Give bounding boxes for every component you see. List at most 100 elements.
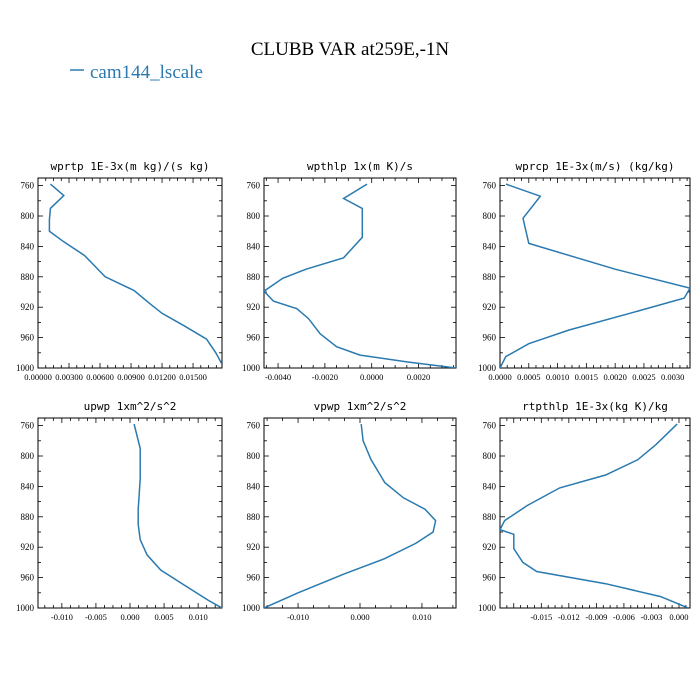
x-tick-label: 0.0015: [575, 372, 598, 382]
legend-label: cam144_lscale: [90, 62, 203, 83]
series-line: [133, 423, 222, 608]
y-tick-label: 880: [21, 272, 35, 282]
x-tick-label: 0.0000: [360, 372, 383, 382]
x-tick-label: 0.0020: [407, 372, 430, 382]
y-tick-label: 1000: [16, 603, 35, 613]
y-tick-label: 800: [483, 451, 497, 461]
x-tick-label: -0.005: [85, 612, 107, 622]
y-tick-label: 840: [21, 481, 35, 491]
y-tick-label: 760: [247, 421, 261, 431]
y-tick-label: 880: [483, 272, 497, 282]
plot-frame: [263, 417, 457, 609]
y-tick-label: 1000: [478, 363, 497, 373]
x-tick-label: 0.010: [412, 612, 431, 622]
y-tick-label: 920: [21, 302, 35, 312]
panel-title: rtpthlp 1E-3x(kg K)/kg: [522, 400, 668, 413]
y-tick-label: 760: [21, 421, 35, 431]
x-tick-label: 0.0010: [546, 372, 569, 382]
y-tick-label: 760: [247, 181, 261, 191]
x-tick-label: 0.00900: [117, 372, 145, 382]
y-tick-label: 1000: [242, 603, 261, 613]
x-tick-label: 0.00300: [55, 372, 83, 382]
series-line: [264, 183, 456, 368]
x-tick-label: 0.01500: [179, 372, 207, 382]
x-tick-label: 0.0000: [488, 372, 511, 382]
y-tick-label: 920: [21, 542, 35, 552]
panel-title: wprtp 1E-3x(m kg)/(s kg): [51, 160, 210, 173]
y-tick-label: 800: [247, 211, 261, 221]
y-tick-label: 1000: [478, 603, 497, 613]
panel-2: wpthlp 1x(m K)/s 760 800 840 880 920 960 1000 -0…: [242, 160, 457, 382]
y-tick-label: 960: [21, 333, 35, 343]
y-tick-label: 920: [247, 302, 261, 312]
legend: cam144_lscale: [70, 62, 203, 83]
y-tick-label: 960: [483, 333, 497, 343]
x-tick-label: 0.00000: [24, 372, 52, 382]
x-tick-label: 0.0030: [661, 372, 684, 382]
y-tick-label: 960: [21, 573, 35, 583]
y-tick-label: 800: [483, 211, 497, 221]
panel-3: wprcp 1E-3x(m/s) (kg/kg) 760 800 840 880 920 9…: [478, 160, 691, 382]
x-tick-label: -0.0040: [265, 372, 291, 382]
y-tick-label: 960: [483, 573, 497, 583]
panel-1: wprtp 1E-3x(m kg)/(s kg) 760 800 840 880 920 9…: [16, 160, 223, 382]
x-tick-label: 0.0025: [632, 372, 655, 382]
series-line: [500, 183, 690, 368]
series-line: [500, 423, 689, 608]
series-line: [48, 183, 222, 365]
x-tick-label: 0.000: [669, 612, 688, 622]
y-tick-label: 800: [247, 451, 261, 461]
x-tick-label: -0.010: [287, 612, 309, 622]
plot-frame: [37, 177, 223, 369]
x-tick-label: -0.006: [613, 612, 635, 622]
x-tick-label: 0.005: [155, 612, 174, 622]
y-tick-label: 920: [483, 302, 497, 312]
y-tick-label: 800: [21, 211, 35, 221]
panel-title: wpthlp 1x(m K)/s: [307, 160, 413, 173]
x-tick-label: -0.0020: [312, 372, 338, 382]
x-tick-label: 0.000: [120, 612, 139, 622]
y-tick-label: 800: [21, 451, 35, 461]
y-tick-label: 840: [21, 241, 35, 251]
x-tick-label: -0.012: [558, 612, 580, 622]
y-tick-label: 840: [247, 481, 261, 491]
panel-title: upwp 1xm^2/s^2: [84, 400, 177, 413]
y-tick-label: 760: [21, 181, 35, 191]
y-tick-label: 760: [483, 181, 497, 191]
y-tick-label: 920: [247, 542, 261, 552]
panels: wprtp 1E-3x(m kg)/(s kg) 760 800 840 880 920 9…: [16, 160, 691, 622]
x-tick-label: 0.01200: [148, 372, 176, 382]
panel-4: upwp 1xm^2/s^2 760 800 840 880 920 960 1000 -0.0…: [16, 400, 223, 622]
panel-6: rtpthlp 1E-3x(kg K)/kg 760 800 840 880 920 960…: [478, 400, 691, 622]
x-tick-label: 0.00600: [86, 372, 114, 382]
x-tick-label: -0.009: [585, 612, 607, 622]
plot-frame: [499, 417, 691, 609]
plot-frame: [499, 177, 691, 369]
series-line: [264, 424, 437, 608]
x-tick-label: 0.0020: [603, 372, 626, 382]
x-tick-label: -0.015: [530, 612, 552, 622]
x-tick-label: -0.010: [51, 612, 73, 622]
y-tick-label: 880: [21, 512, 35, 522]
y-tick-label: 840: [483, 481, 497, 491]
y-tick-label: 880: [247, 272, 261, 282]
y-tick-label: 1000: [16, 363, 35, 373]
x-tick-label: 0.0005: [517, 372, 540, 382]
panel-5: vpwp 1xm^2/s^2 760 800 840 880 920 960 1000 -0.0…: [242, 400, 457, 622]
y-tick-label: 880: [247, 512, 261, 522]
x-tick-label: 0.000: [350, 612, 369, 622]
y-tick-label: 840: [247, 241, 261, 251]
y-tick-label: 920: [483, 542, 497, 552]
y-tick-label: 960: [247, 573, 261, 583]
y-tick-label: 1000: [242, 363, 261, 373]
plot-frame: [37, 417, 223, 609]
panel-title: vpwp 1xm^2/s^2: [314, 400, 407, 413]
y-tick-label: 760: [483, 421, 497, 431]
x-tick-label: 0.010: [189, 612, 208, 622]
panel-title: wprcp 1E-3x(m/s) (kg/kg): [516, 160, 675, 173]
y-tick-label: 840: [483, 241, 497, 251]
figure-title: CLUBB VAR at259E,-1N: [251, 39, 450, 60]
y-tick-label: 880: [483, 512, 497, 522]
y-tick-label: 960: [247, 333, 261, 343]
